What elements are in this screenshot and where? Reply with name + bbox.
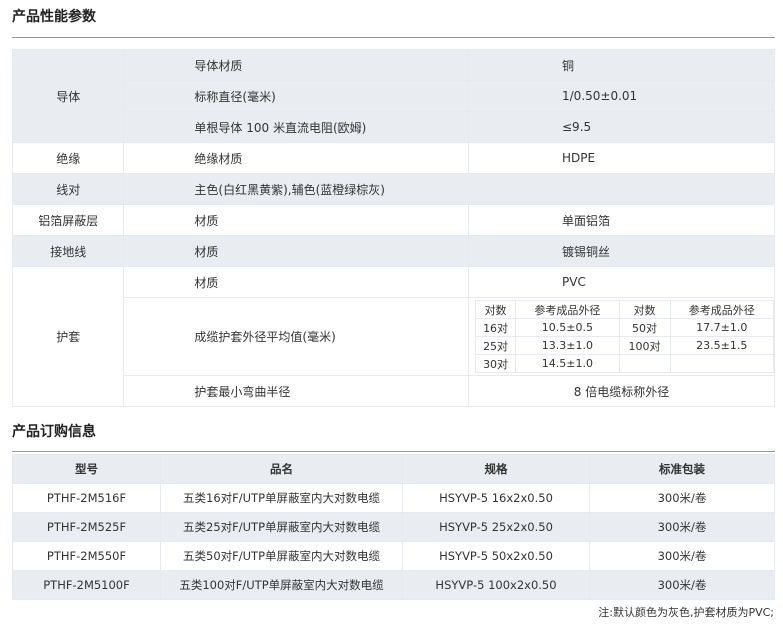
table-row: 接地线 材质 镀锡铜丝 bbox=[11, 235, 775, 267]
prop-cell: 成缆护套外径平均值(毫米) bbox=[123, 297, 469, 376]
table-row: 标称直径(毫米) 1/0.50±0.01 bbox=[12, 80, 775, 112]
value-cell: HDPE bbox=[468, 142, 775, 174]
model-cell: PTHF-2M525F bbox=[12, 512, 161, 542]
table-row: 成缆护套外径平均值(毫米) 对数 参考成品外径 对数 参考成品外径 16对 10.5±0… bbox=[13, 297, 775, 376]
nested-header: 参考成品外径 bbox=[669, 300, 775, 319]
nested-cell: 23.5±1.5 bbox=[669, 336, 775, 355]
spec-cell: HSYVP-5 100x2x0.50 bbox=[402, 570, 590, 600]
nested-cell: 14.5±1.0 bbox=[515, 354, 620, 373]
package-cell: 300米/卷 bbox=[589, 512, 775, 542]
value-cell: 镀锡铜丝 bbox=[468, 235, 775, 267]
nested-cell: 50对 bbox=[618, 318, 671, 337]
package-cell: 300米/卷 bbox=[589, 541, 775, 571]
prop-cell: 材质 bbox=[123, 235, 469, 267]
nested-row: 30对 14.5±1.0 bbox=[474, 354, 775, 373]
nested-header: 参考成品外径 bbox=[515, 300, 620, 319]
table-row: 单根导体 100 米直流电阻(欧姆) ≤9.5 bbox=[12, 111, 775, 143]
nested-cell: 100对 bbox=[618, 336, 671, 355]
column-header: 规格 bbox=[402, 454, 590, 484]
group-cell: 护套 bbox=[11, 266, 125, 407]
value-cell: ≤9.5 bbox=[468, 111, 775, 143]
prop-cell: 绝缘材质 bbox=[123, 142, 469, 174]
value-cell: 1/0.50±0.01 bbox=[468, 80, 775, 112]
group-cell: 绝缘 bbox=[11, 142, 125, 174]
nested-row: 25对 13.3±1.0 100对 23.5±1.5 bbox=[474, 336, 775, 355]
prop-cell: 单根导体 100 米直流电阻(欧姆) bbox=[123, 111, 469, 143]
section-title-performance: 产品性能参数 bbox=[12, 9, 96, 25]
group-cell: 接地线 bbox=[11, 235, 125, 267]
prop-cell: 导体材质 bbox=[123, 49, 469, 81]
nested-cell: 25对 bbox=[474, 336, 517, 355]
name-cell: 五类25对F/UTP单屏蔽室内大对数电缆 bbox=[160, 512, 403, 542]
column-header: 标准包装 bbox=[589, 454, 775, 484]
model-cell: PTHF-2M550F bbox=[12, 541, 161, 571]
prop-cell: 标称直径(毫米) bbox=[123, 80, 469, 112]
spec-cell: HSYVP-5 50x2x0.50 bbox=[402, 541, 590, 571]
value-cell: 单面铝箔 bbox=[468, 204, 775, 236]
nested-cell bbox=[618, 354, 671, 373]
nested-cell: 17.7±1.0 bbox=[669, 318, 775, 337]
spec-cell: HSYVP-5 25x2x0.50 bbox=[402, 512, 590, 542]
spec-cell: HSYVP-5 16x2x0.50 bbox=[402, 483, 590, 513]
footnote: 注:默认颜色为灰色,护套材质为PVC; bbox=[598, 606, 774, 619]
nested-cell bbox=[669, 354, 775, 373]
table-row: PTHF-2M525F 五类25对F/UTP单屏蔽室内大对数电缆 HSYVP-5 2… bbox=[12, 512, 775, 542]
nested-cell: 13.3±1.0 bbox=[515, 336, 620, 355]
table-row: 导体 导体材质铜 bbox=[11, 49, 775, 143]
table-row: 线对 主色(白红黑黄紫),辅色(蓝橙绿棕灰) bbox=[11, 173, 775, 205]
divider bbox=[12, 37, 775, 38]
performance-table: 导体 导体材质铜 标称直径(毫米) 1/0.50±0.01 单根导体 100 米直流… bbox=[11, 49, 775, 407]
nested-cell: 10.5±0.5 bbox=[515, 318, 620, 337]
group-cell: 导体 bbox=[11, 49, 125, 143]
table-row: PTHF-2M516F 五类16对F/UTP单屏蔽室内大对数电缆 HSYVP-5 1… bbox=[12, 483, 775, 513]
nested-cell: 30对 bbox=[474, 354, 517, 373]
table-row: 护套 材质 PVC bbox=[11, 266, 775, 407]
nested-cell: 16对 bbox=[474, 318, 517, 337]
group-cell: 铝箔屏蔽层 bbox=[11, 204, 125, 236]
table-row: PTHF-2M5100F 五类100对F/UTP单屏蔽室内大对数电缆 HSYVP-5… bbox=[12, 570, 775, 600]
header-row: 型号 品名 规格 标准包装 bbox=[12, 454, 775, 484]
column-header: 品名 bbox=[160, 454, 403, 484]
table-row: 绝缘 绝缘材质 HDPE bbox=[11, 142, 775, 174]
nested-header: 对数 bbox=[474, 300, 517, 319]
model-cell: PTHF-2M516F bbox=[12, 483, 161, 513]
nested-row: 16对 10.5±0.5 50对 17.7±1.0 bbox=[474, 318, 775, 337]
model-cell: PTHF-2M5100F bbox=[12, 570, 161, 600]
prop-cell: 材质 bbox=[123, 204, 469, 236]
package-cell: 300米/卷 bbox=[589, 570, 775, 600]
nested-header: 对数 bbox=[618, 300, 671, 319]
divider bbox=[12, 451, 775, 452]
table-row: 护套最小弯曲半径 8 倍电缆标称外径 bbox=[13, 375, 775, 407]
table-row: PTHF-2M550F 五类50对F/UTP单屏蔽室内大对数电缆 HSYVP-5 5… bbox=[12, 541, 775, 571]
prop-cell: 材质 bbox=[123, 266, 469, 298]
name-cell: 五类16对F/UTP单屏蔽室内大对数电缆 bbox=[160, 483, 403, 513]
diameter-table: 对数 参考成品外径 对数 参考成品外径 16对 10.5±0.5 50对 17.7±1.0 … bbox=[474, 300, 775, 373]
diameter-cell: 对数 参考成品外径 对数 参考成品外径 16对 10.5±0.5 50对 17.7±1.0 … bbox=[468, 297, 775, 376]
group-cell: 线对 bbox=[11, 173, 125, 205]
prop-cell: 护套最小弯曲半径 bbox=[123, 375, 469, 407]
prop-cell: 主色(白红黑黄紫),辅色(蓝橙绿棕灰) bbox=[123, 173, 775, 205]
ordering-table: 型号 品名 规格 标准包装 PTHF-2M516F 五类16对F/UTP单屏蔽室内大对数… bbox=[12, 454, 775, 600]
value-cell: 铜 bbox=[468, 49, 775, 81]
package-cell: 300米/卷 bbox=[589, 483, 775, 513]
name-cell: 五类100对F/UTP单屏蔽室内大对数电缆 bbox=[160, 570, 403, 600]
table-row: 铝箔屏蔽层 材质 单面铝箔 bbox=[11, 204, 775, 236]
name-cell: 五类50对F/UTP单屏蔽室内大对数电缆 bbox=[160, 541, 403, 571]
column-header: 型号 bbox=[12, 454, 161, 484]
value-cell: 8 倍电缆标称外径 bbox=[468, 375, 775, 407]
section-title-ordering: 产品订购信息 bbox=[12, 424, 96, 440]
nested-header-row: 对数 参考成品外径 对数 参考成品外径 bbox=[474, 300, 775, 319]
value-cell: PVC bbox=[468, 266, 775, 298]
